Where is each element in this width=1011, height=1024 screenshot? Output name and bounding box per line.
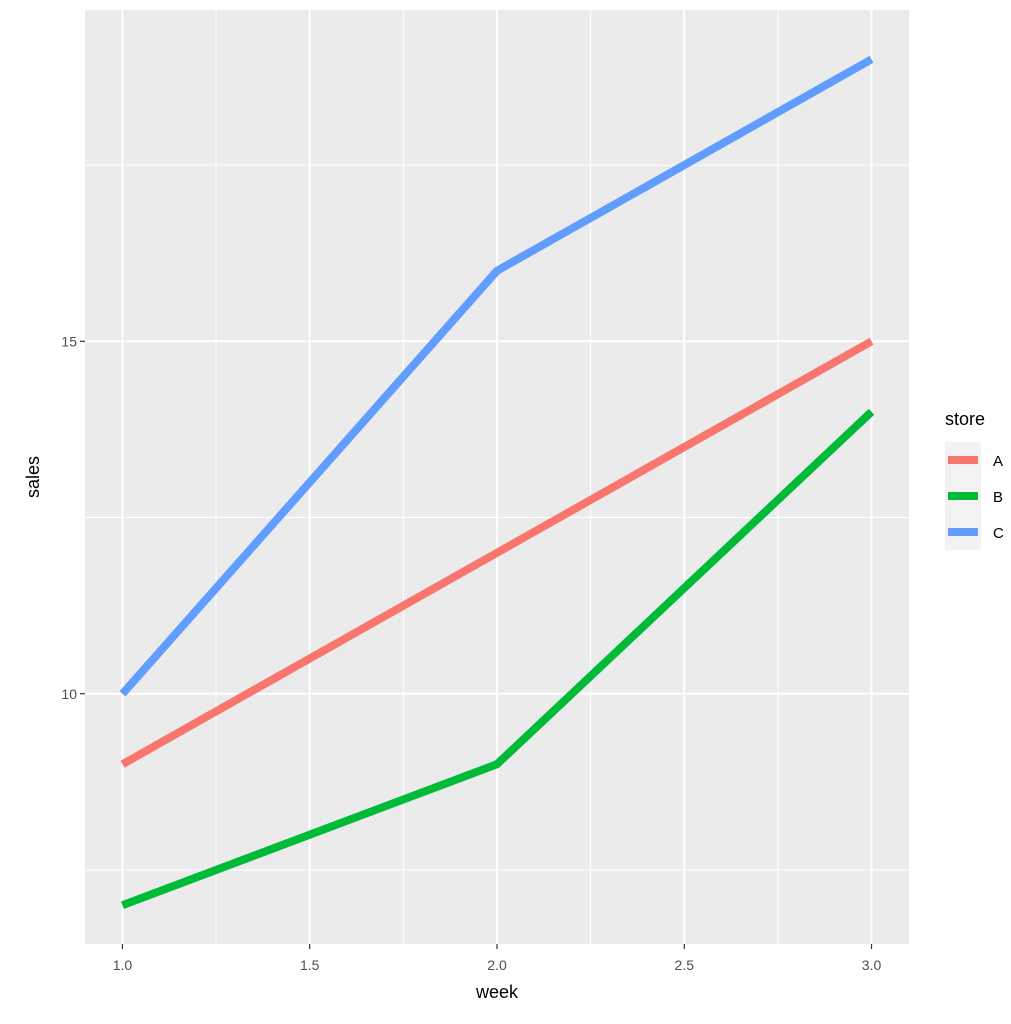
y-axis: 10 15 (61, 333, 85, 702)
legend-title: store (945, 409, 985, 429)
y-axis-title: sales (23, 456, 43, 498)
legend: store A B C (945, 409, 1004, 550)
x-tick-label: 2.5 (675, 957, 695, 973)
legend-label-A: A (993, 453, 1003, 470)
legend-label-B: B (993, 489, 1003, 506)
x-tick-label: 2.0 (487, 957, 507, 973)
x-tick-label: 1.5 (300, 957, 320, 973)
series-line-C (119, 55, 874, 697)
x-tick-label: 1.0 (113, 957, 133, 973)
series-line-B (121, 408, 875, 909)
legend-items: A B C (945, 442, 1004, 550)
y-tick-label: 10 (61, 686, 77, 702)
x-axis-title: week (475, 982, 519, 1002)
legend-label-C: C (993, 525, 1004, 542)
series-lines (119, 55, 875, 909)
y-tick-label: 15 (61, 333, 77, 349)
x-axis: 1.0 1.5 2.0 2.5 3.0 (113, 944, 882, 973)
series-line-A (120, 337, 874, 768)
x-tick-label: 3.0 (862, 957, 882, 973)
